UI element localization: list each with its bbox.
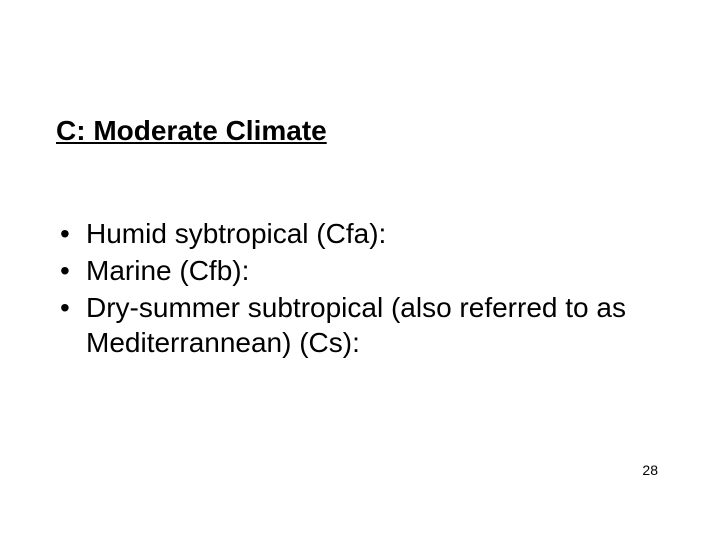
page-number: 28 xyxy=(642,462,658,478)
list-item: Dry-summer subtropical (also referred to… xyxy=(56,290,656,360)
slide-title: C: Moderate Climate xyxy=(56,115,327,147)
bullet-list: Humid sybtropical (Cfa): Marine (Cfb): D… xyxy=(56,216,656,362)
slide: C: Moderate Climate Humid sybtropical (C… xyxy=(0,0,720,540)
list-item: Marine (Cfb): xyxy=(56,253,656,288)
list-item: Humid sybtropical (Cfa): xyxy=(56,216,656,251)
